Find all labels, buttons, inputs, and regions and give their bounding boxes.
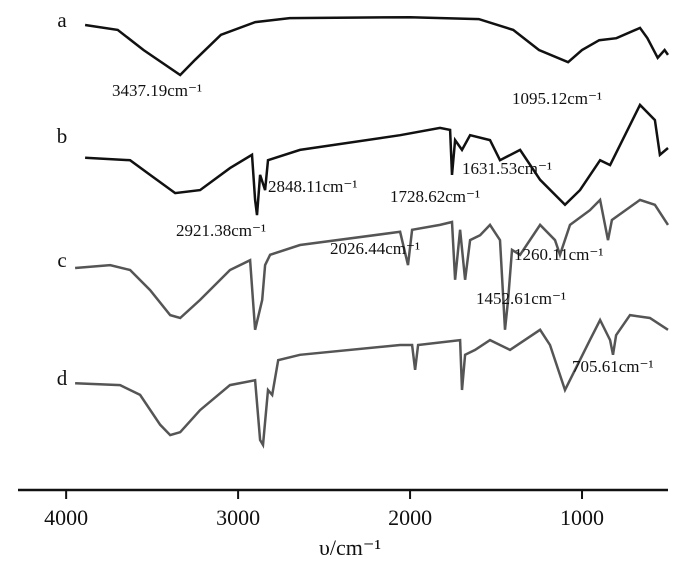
peak-annotation: 2921.38cm⁻¹ (176, 221, 266, 240)
x-tick-label: 4000 (44, 505, 88, 530)
series-label: a (57, 8, 67, 32)
series-label: b (57, 124, 68, 148)
peak-annotation: 3437.19cm⁻¹ (112, 81, 202, 100)
spectrum-line (84, 15, 670, 77)
peak-annotation: 705.61cm⁻¹ (572, 357, 654, 376)
spectrum-line (85, 102, 669, 216)
peak-annotation: 1095.12cm⁻¹ (512, 89, 602, 108)
x-tick-label: 2000 (388, 505, 432, 530)
x-tick-label: 3000 (216, 505, 260, 530)
peak-annotation: 2848.11cm⁻¹ (268, 177, 357, 196)
spectrum-line (74, 197, 670, 331)
series-label: c (57, 248, 66, 272)
x-axis-label: υ/cm⁻¹ (319, 535, 381, 560)
peak-annotation: 1452.61cm⁻¹ (476, 289, 566, 308)
peak-annotation: 2026.44cm⁻¹ (330, 239, 420, 258)
peak-annotation: 1728.62cm⁻¹ (390, 187, 480, 206)
series-label: d (57, 366, 68, 390)
peak-annotation: 1631.53cm⁻¹ (462, 159, 552, 178)
x-tick-label: 1000 (560, 505, 604, 530)
spectrum-line (75, 313, 669, 449)
peak-annotation: 1260.11cm⁻¹ (514, 245, 603, 264)
